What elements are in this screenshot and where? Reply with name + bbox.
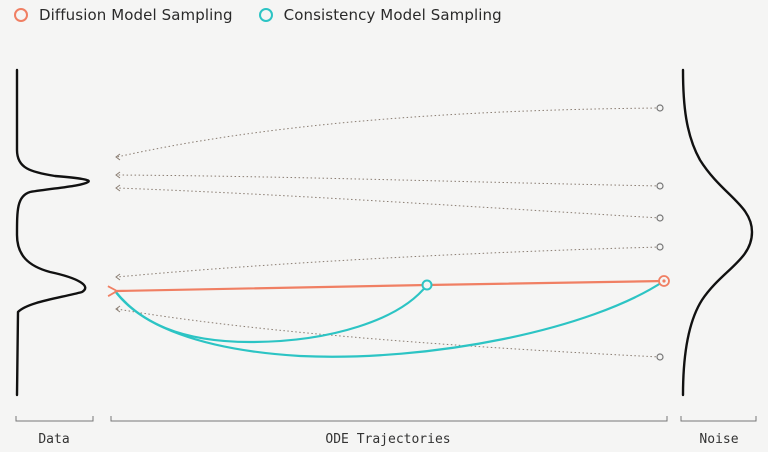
- noise-point-4: [656, 243, 664, 251]
- legend-item-consistency: Consistency Model Sampling: [258, 6, 502, 24]
- noise-point-2: [656, 182, 664, 190]
- trajectory-3: [116, 187, 661, 219]
- noise-sample-points: [656, 104, 664, 361]
- arrowhead-4: [115, 273, 121, 281]
- data-distribution-curve: [15, 68, 90, 397]
- noise-bracket: [680, 416, 757, 422]
- noise-point-5: [656, 353, 664, 361]
- consistency-jump-from-midpoint: [114, 284, 428, 344]
- data-bracket: [15, 416, 94, 422]
- legend: Diffusion Model Sampling Consistency Mod…: [14, 6, 528, 24]
- ode-trajectories-label: ODE Trajectories: [325, 432, 451, 447]
- legend-label-diffusion: Diffusion Model Sampling: [39, 6, 233, 24]
- diffusion-sampling-path: [107, 279, 665, 297]
- arrowhead-2: [115, 171, 121, 179]
- consistency-jump-from-noise: [114, 280, 665, 358]
- trajectories-bracket: [110, 416, 668, 422]
- trajectory-arrowheads: [115, 153, 121, 313]
- legend-label-consistency: Consistency Model Sampling: [283, 6, 502, 24]
- arrowhead-1: [115, 153, 121, 161]
- consistency-midpoint: [421, 279, 433, 291]
- teal-circle-icon: [258, 8, 273, 22]
- diffusion-start-inner-dot: [662, 279, 666, 283]
- orange-circle-icon: [14, 8, 28, 22]
- arrowhead-5: [115, 305, 121, 313]
- data-label: Data: [38, 432, 70, 447]
- noise-label: Noise: [699, 432, 739, 447]
- noise-distribution-curve: [681, 68, 754, 397]
- trajectory-2: [116, 174, 661, 187]
- trajectory-4: [116, 246, 661, 278]
- legend-item-diffusion: Diffusion Model Sampling: [14, 6, 233, 24]
- trajectory-5: [116, 308, 661, 358]
- noise-point-3: [656, 214, 664, 222]
- noise-point-1: [656, 104, 664, 112]
- trajectory-1: [116, 107, 661, 158]
- arrowhead-3: [115, 184, 121, 192]
- ode-trajectories: [116, 107, 661, 358]
- section-brackets: [15, 416, 757, 422]
